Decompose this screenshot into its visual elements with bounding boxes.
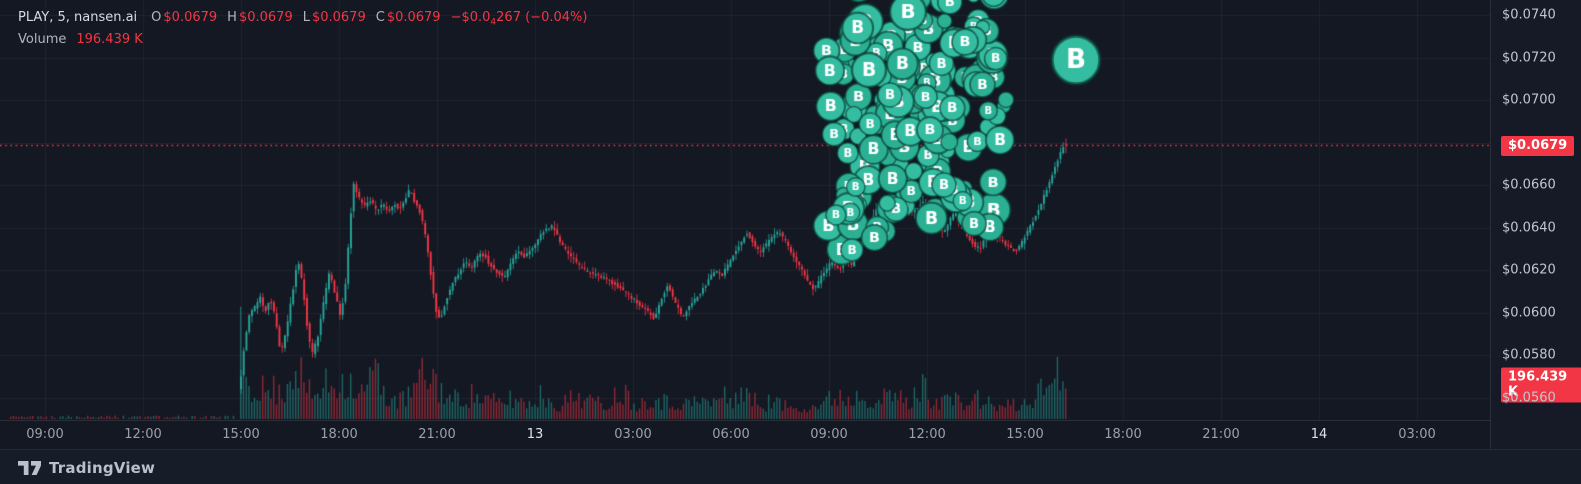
volume-row: Volume 196.439 K bbox=[18, 29, 587, 51]
price-axis[interactable]: $0.0679 196.439 K $0.0740 $0.0720 $0.0700 $… bbox=[1490, 0, 1581, 449]
symbol-title[interactable]: PLAY, 5, nansen.ai bbox=[18, 10, 138, 25]
price-axis-label: $0.0560 bbox=[1502, 390, 1556, 406]
low-value: $0.0679 bbox=[311, 10, 366, 25]
time-axis-label: 12:00 bbox=[908, 427, 946, 442]
volume-value: 196.439 K bbox=[76, 32, 143, 47]
change-main: −$0.0 bbox=[450, 10, 491, 25]
last-price-badge: $0.0679 bbox=[1501, 136, 1575, 156]
open-value: $0.0679 bbox=[163, 10, 218, 25]
time-axis-label: 18:00 bbox=[1104, 427, 1142, 442]
price-axis-label: $0.0700 bbox=[1502, 92, 1556, 108]
high-label: H bbox=[227, 10, 237, 25]
price-chart-canvas[interactable] bbox=[0, 0, 1490, 420]
price-axis-label: $0.0660 bbox=[1502, 177, 1556, 193]
open-label: O bbox=[151, 10, 162, 25]
time-axis-label: 15:00 bbox=[1006, 427, 1044, 442]
price-axis-label: $0.0740 bbox=[1502, 7, 1556, 23]
price-axis-label: $0.0640 bbox=[1502, 220, 1556, 236]
time-axis-label: 06:00 bbox=[712, 427, 750, 442]
time-axis-label: 13 bbox=[526, 427, 544, 442]
price-axis-label: $0.0580 bbox=[1502, 347, 1556, 363]
time-axis-label: 03:00 bbox=[1398, 427, 1436, 442]
time-axis-label: 21:00 bbox=[418, 427, 456, 442]
volume-label: Volume bbox=[18, 32, 67, 47]
low-label: L bbox=[302, 10, 310, 25]
chart-legend: PLAY, 5, nansen.ai O $0.0679 H $0.0679 L $0.06… bbox=[18, 7, 587, 51]
price-axis-label: $0.0620 bbox=[1502, 262, 1556, 278]
high-value: $0.0679 bbox=[238, 10, 293, 25]
price-axis-label: $0.0720 bbox=[1502, 50, 1556, 66]
time-axis-label: 15:00 bbox=[222, 427, 260, 442]
time-axis-label: 21:00 bbox=[1202, 427, 1240, 442]
tradingview-logo-icon bbox=[18, 460, 41, 475]
time-axis-label: 18:00 bbox=[320, 427, 358, 442]
close-value: $0.0679 bbox=[386, 10, 441, 25]
tradingview-logo-link[interactable]: TradingView bbox=[18, 459, 155, 477]
change-tail: 267 (−0.04%) bbox=[496, 10, 588, 25]
time-axis-label: 03:00 bbox=[614, 427, 652, 442]
time-axis-label: 09:00 bbox=[810, 427, 848, 442]
close-label: C bbox=[375, 10, 385, 25]
price-axis-label: $0.0600 bbox=[1502, 305, 1556, 321]
symbol-row: PLAY, 5, nansen.ai O $0.0679 H $0.0679 L $0.06… bbox=[18, 7, 587, 29]
change-value: −$0.04267 (−0.04%) bbox=[450, 10, 588, 28]
change-subscript: 4 bbox=[490, 17, 497, 28]
footer-bar: TradingView bbox=[0, 449, 1581, 484]
volume-badge: 196.439 K bbox=[1501, 367, 1581, 403]
tradingview-wordmark: TradingView bbox=[49, 458, 156, 477]
time-axis-label: 14 bbox=[1310, 427, 1328, 442]
time-axis[interactable]: 09:00 12:00 15:00 18:00 21:00 13 03:00 06:00 09:… bbox=[0, 420, 1581, 450]
time-axis-label: 12:00 bbox=[124, 427, 162, 442]
time-axis-label: 09:00 bbox=[26, 427, 64, 442]
